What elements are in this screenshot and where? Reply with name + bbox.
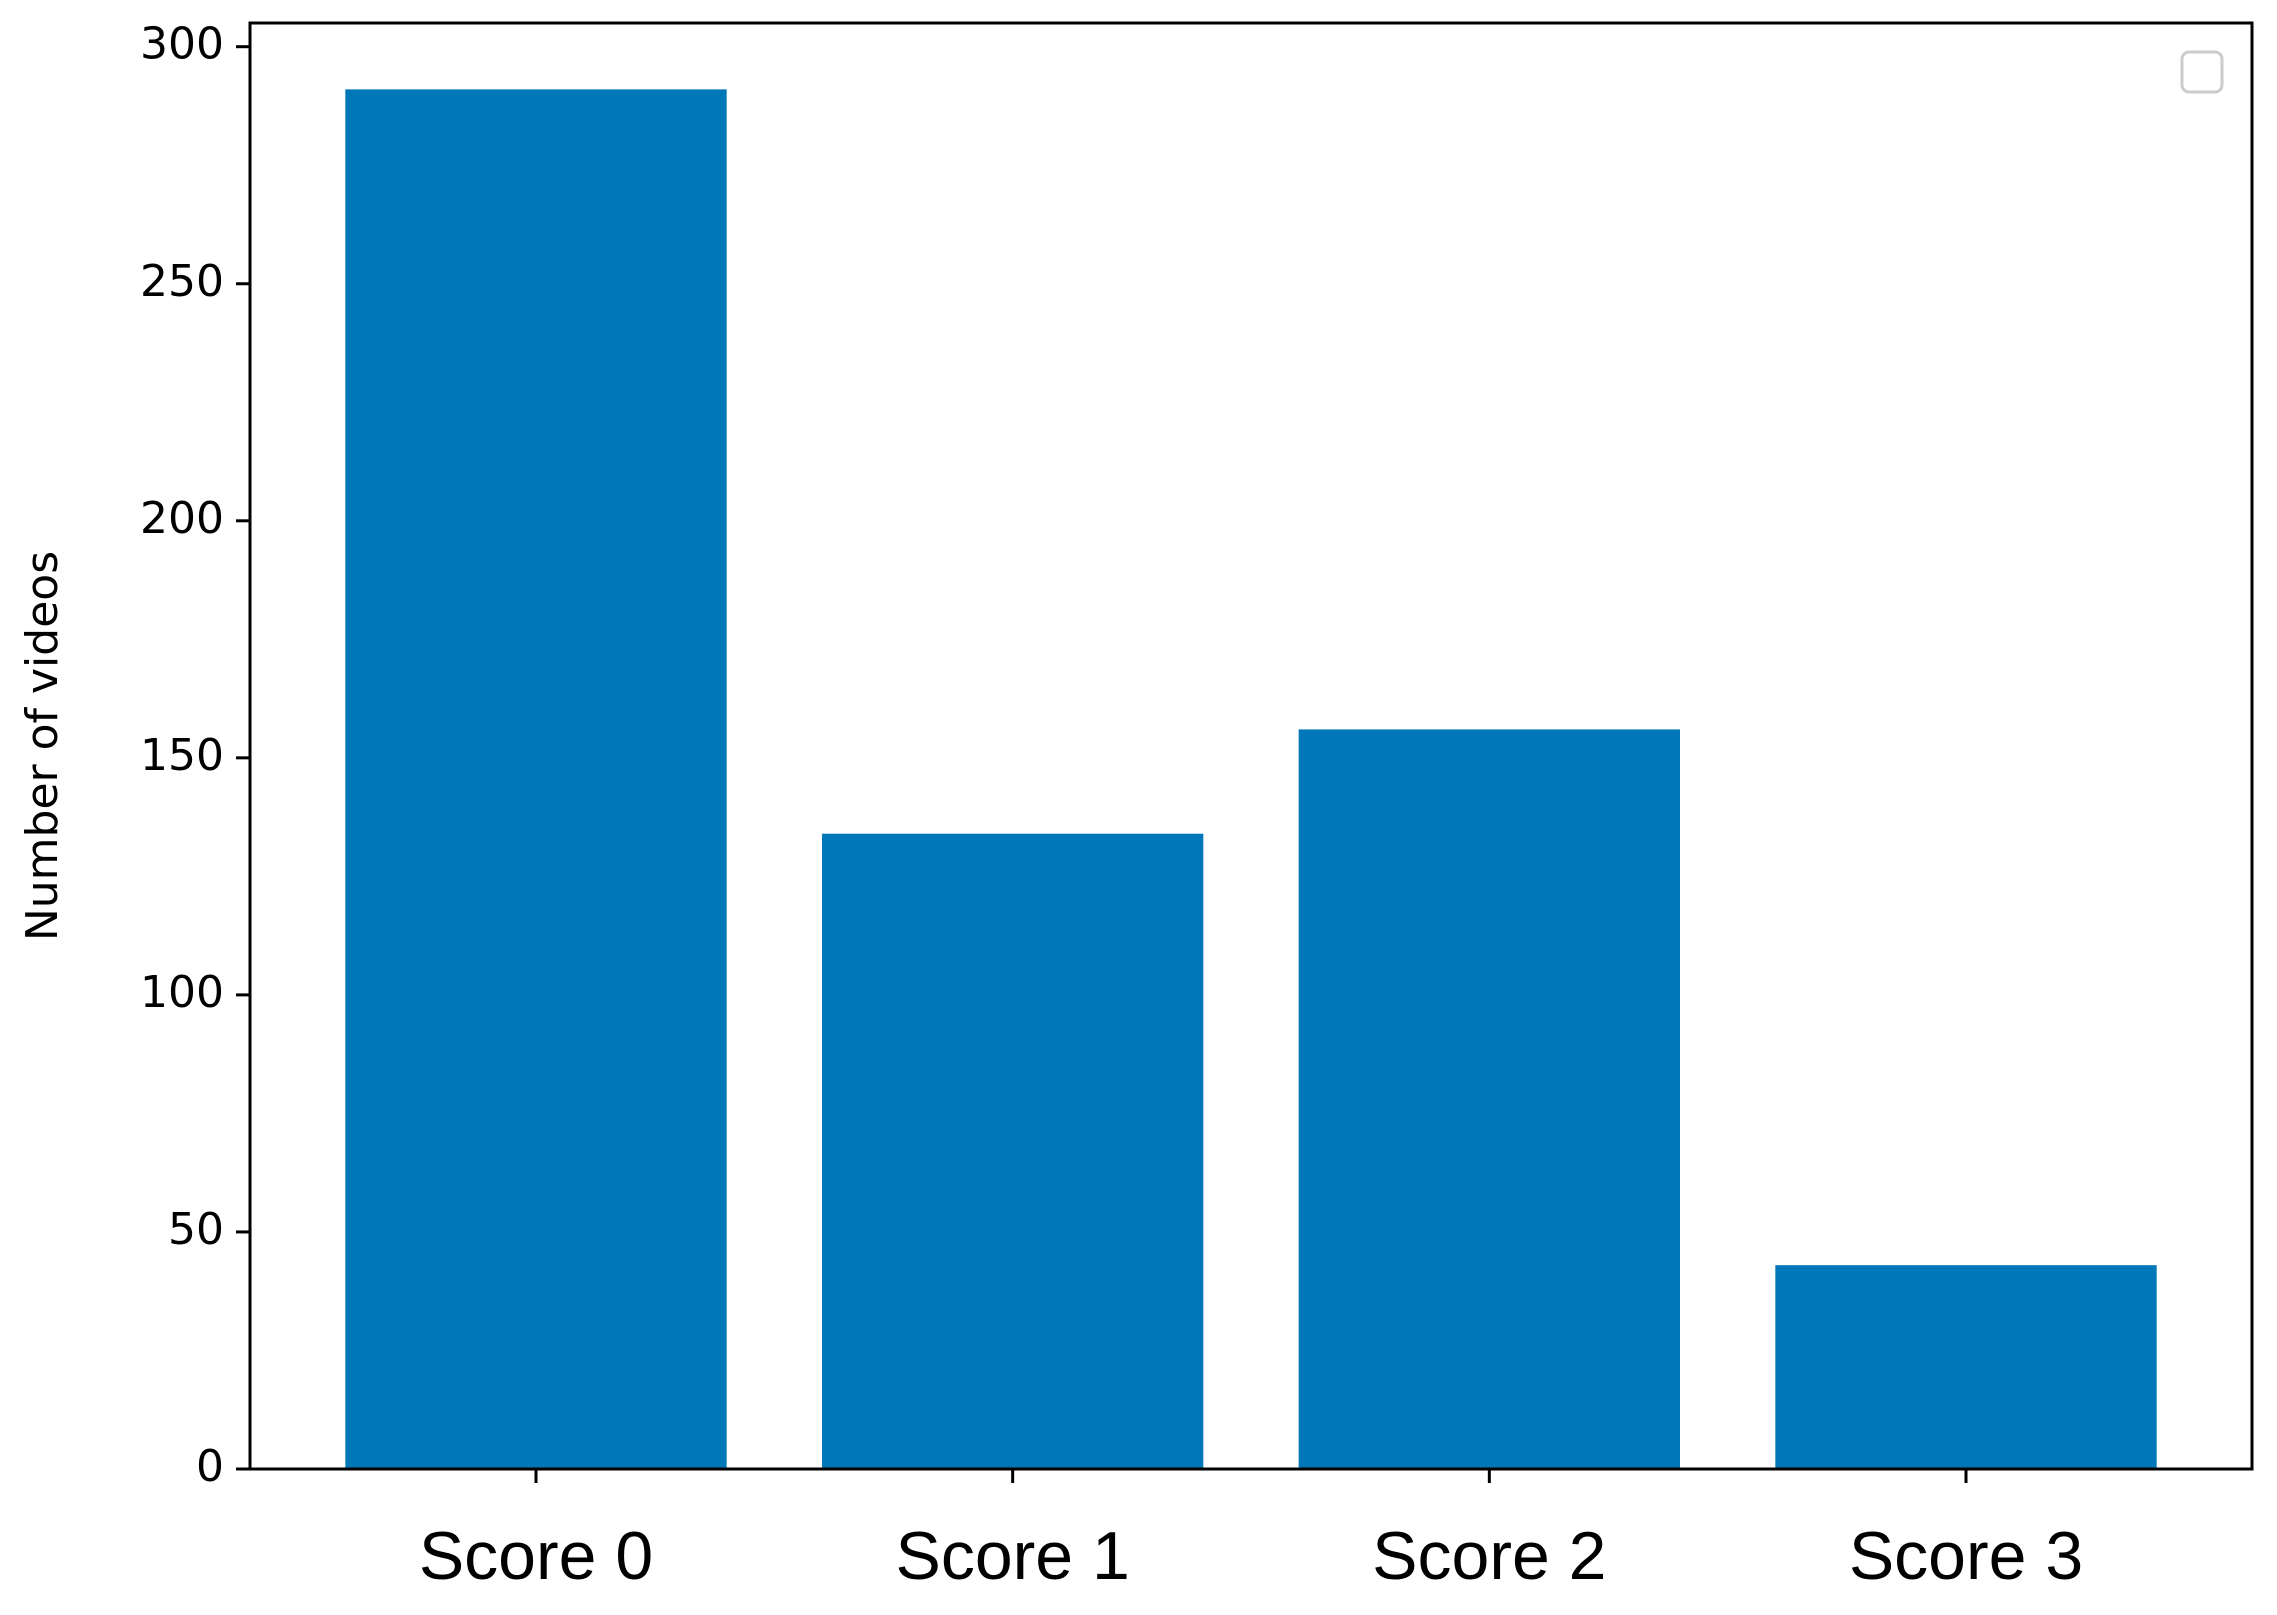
plot-frame: [248, 21, 2254, 1471]
y-tick-label: 200: [140, 493, 224, 544]
x-tick-label: Score 2: [1372, 1518, 1606, 1594]
x-tick-label: Score 3: [1849, 1518, 2083, 1594]
x-tick-label: Score 1: [895, 1518, 1129, 1594]
legend-box: [2180, 50, 2224, 94]
bar: [345, 89, 727, 1469]
y-tick-label: 300: [140, 19, 224, 70]
y-tick-label: 250: [140, 256, 224, 307]
y-axis-label: Number of videos: [17, 551, 68, 941]
bar: [1775, 1265, 2157, 1469]
bar: [822, 833, 1204, 1469]
y-tick-label: 50: [168, 1204, 224, 1255]
y-tick-label: 100: [140, 967, 224, 1018]
bar: [1298, 729, 1680, 1469]
x-tick-label: Score 0: [419, 1518, 653, 1594]
y-tick-label: 0: [196, 1441, 224, 1492]
y-tick-label: 150: [140, 730, 224, 781]
